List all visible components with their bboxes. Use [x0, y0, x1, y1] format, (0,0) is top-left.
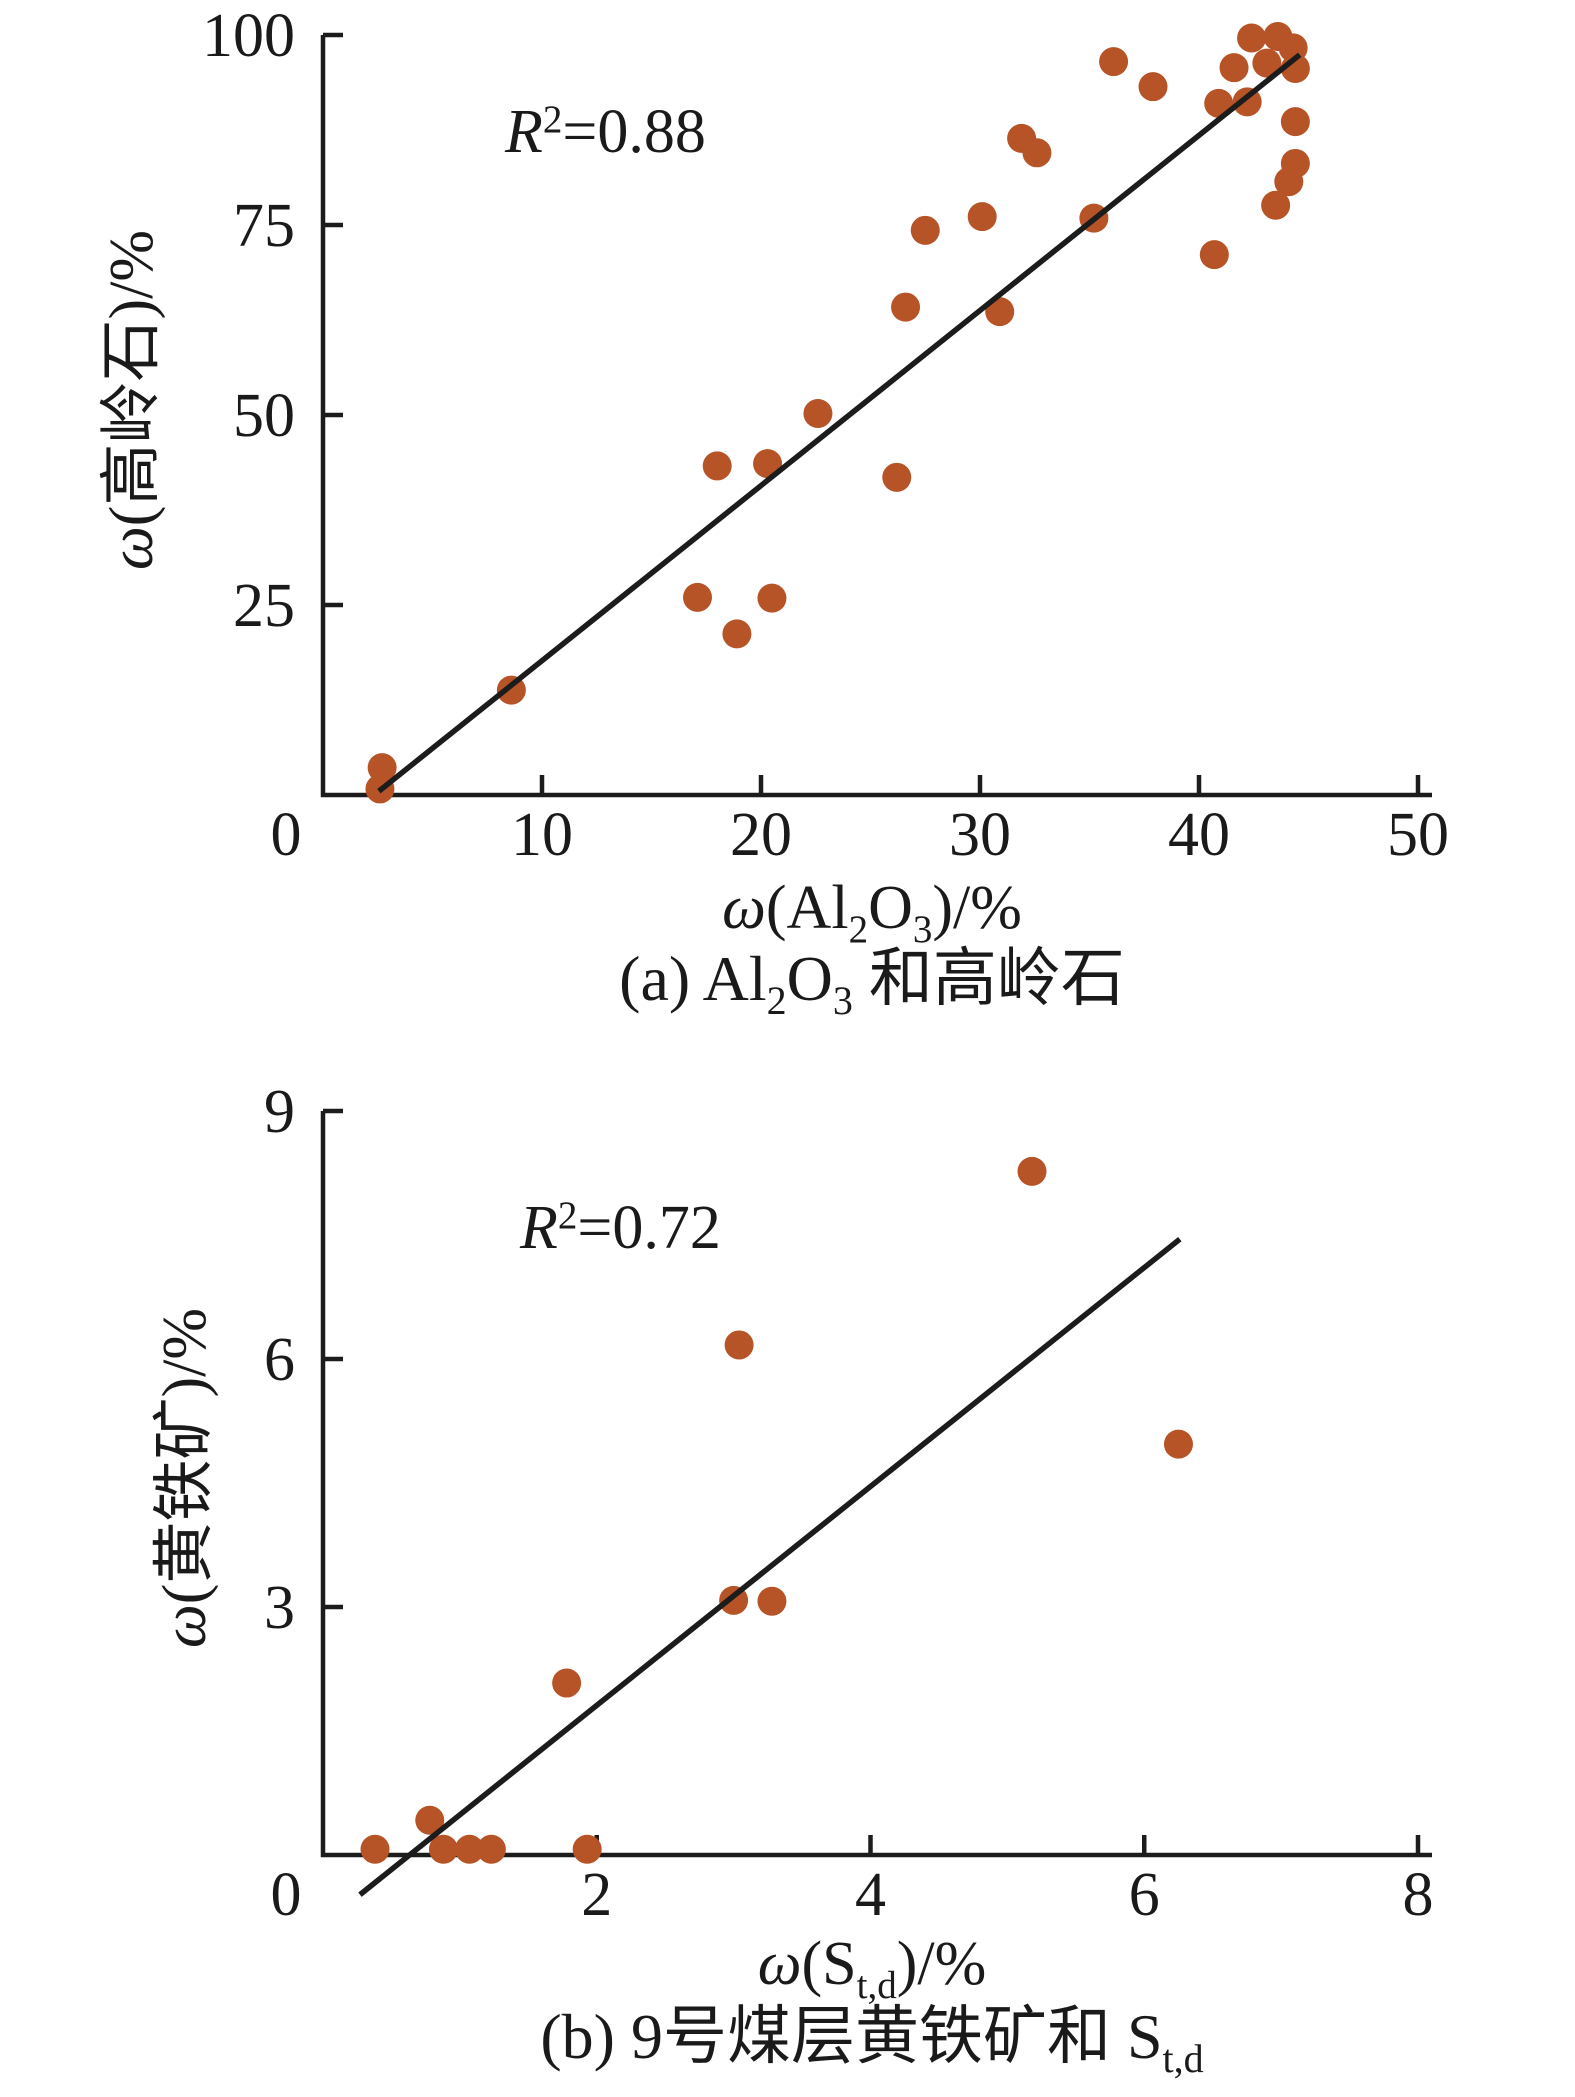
chart-a-data-point	[967, 202, 997, 232]
chart-b-data-point	[415, 1805, 445, 1835]
chart-a-data-point	[722, 619, 752, 649]
chart-b-trend-line	[358, 1236, 1182, 1897]
chart-a-data-point	[753, 449, 783, 479]
chart-a-x-axis-title-part: 2	[849, 908, 869, 951]
chart-b-data-point	[476, 1834, 506, 1864]
chart-a-x-axis-title: ω(Al2O3)/%	[722, 874, 1022, 951]
chart-b-data-point	[1163, 1429, 1193, 1459]
chart-a-data-point	[1219, 53, 1249, 83]
chart-b-x-axis-title-part: ω	[758, 1930, 802, 1998]
chart-a-x-axis-title-part: ω	[722, 874, 766, 942]
chart-a-data-point	[1237, 23, 1267, 53]
chart-b-x-axis-title: ω(St,d)/%	[758, 1930, 987, 2007]
chart-a-x-tick-label: 0	[271, 801, 302, 869]
chart-a-data-point	[1138, 72, 1168, 102]
chart-b-caption-part: (b) 9号煤层黄铁矿和 S	[540, 2001, 1162, 2072]
chart-a-caption: (a) Al2O3 和高岭石	[619, 943, 1125, 1023]
chart-a-x-axis-title-part: (Al	[766, 874, 849, 942]
chart-a-data-point	[891, 292, 921, 322]
chart-b-y-tick-label: 9	[264, 1078, 295, 1146]
chart-b-caption: (b) 9号煤层黄铁矿和 St,d	[540, 2001, 1203, 2081]
chart-b-x-tick-label: 6	[1129, 1861, 1160, 1929]
chart-a-x-axis-title-part: 3	[913, 908, 933, 951]
chart-a-data-point	[1280, 107, 1310, 137]
chart-b-y-axis-title: ω(黄铁矿)/%	[151, 1308, 219, 1648]
chart-a-y-axis-title-part: ω	[98, 526, 166, 570]
chart-b-data-point	[572, 1834, 602, 1864]
chart-a-data-point	[1252, 48, 1282, 78]
chart-a-data-point	[1199, 240, 1229, 270]
chart-b-x-tick-label: 2	[581, 1861, 612, 1929]
chart-a-x-axis-title-part: O	[868, 874, 913, 942]
chart-a-caption-part: (a) Al	[619, 943, 767, 1014]
chart-a-caption-part: 3	[833, 978, 853, 1023]
chart-b-data-point	[454, 1834, 484, 1864]
chart-b-y-axis-title-part: ω	[151, 1604, 219, 1648]
chart-b-x-tick-label: 4	[855, 1861, 886, 1929]
chart-a-y-axis-title: ω(高岭石)/%	[98, 230, 166, 570]
chart-a-y-tick-label: 100	[202, 2, 295, 70]
chart-a-y-tick-label: 75	[233, 192, 295, 260]
chart-a-data-point	[1099, 47, 1129, 77]
chart-b-data-point	[552, 1668, 582, 1698]
chart-a-data-point	[682, 582, 712, 612]
chart-a-data-point	[910, 215, 940, 245]
chart-b-x-axis-title-part: )/%	[897, 1930, 987, 1998]
chart-b-x-tick-label: 8	[1403, 1861, 1434, 1929]
chart-b-data-point	[1017, 1156, 1047, 1186]
chart-a-r2-label-part: R	[504, 98, 543, 166]
chart-a-data-point	[882, 462, 912, 492]
chart-a-caption-part: 2	[767, 978, 787, 1023]
chart-b-r2-label-part: R	[519, 1194, 558, 1262]
chart-a-trend-line	[377, 52, 1302, 794]
chart-a-x-tick-label: 40	[1168, 801, 1230, 869]
chart-b-y-tick-label: 3	[264, 1574, 295, 1642]
chart-b-x-tick-label: 0	[271, 1861, 302, 1929]
chart-b-data-point	[360, 1834, 390, 1864]
chart-a-y-axis-title-part: (高岭石)/%	[98, 230, 166, 526]
chart-a-y-tick-label: 25	[233, 572, 295, 640]
chart-a-r2-label: R2=0.88	[504, 98, 706, 166]
chart-a-x-tick-label: 20	[730, 801, 792, 869]
chart-b-r2-label-part: 2	[558, 1194, 578, 1237]
chart-b-data-point	[428, 1834, 458, 1864]
chart-a-data-point	[1232, 87, 1262, 117]
chart-a-data-point	[367, 753, 397, 783]
chart-a-data-point	[702, 451, 732, 481]
chart-b-y-axis-title-part: (黄铁矿)/%	[151, 1308, 219, 1604]
chart-b-x-axis-title-part: (S	[802, 1930, 857, 1998]
chart-a-r2-label-part: =0.88	[562, 98, 705, 166]
chart-b-r2-label: R2=0.72	[519, 1194, 721, 1262]
chart-b-data-point	[757, 1586, 787, 1616]
chart-a-x-tick-label: 50	[1387, 801, 1449, 869]
chart-a-caption-part: 和高岭石	[853, 943, 1125, 1014]
chart-b-y-tick-label: 6	[264, 1326, 295, 1394]
chart-b-data-point	[724, 1330, 754, 1360]
chart-a-data-point	[803, 398, 833, 428]
chart-a-data-point	[985, 297, 1015, 327]
chart-a-x-tick-label: 10	[511, 801, 573, 869]
chart-b-r2-label-part: =0.72	[577, 1194, 720, 1262]
chart-a-r2-label-part: 2	[543, 98, 563, 141]
chart-b-x-axis-title-part: t,d	[857, 1964, 898, 2007]
chart-a-data-point	[1274, 167, 1304, 197]
chart-a-axis	[320, 35, 1432, 798]
chart-a-x-tick-label: 30	[949, 801, 1011, 869]
chart-a-data-point	[1261, 190, 1291, 220]
chart-a-data-point	[757, 583, 787, 613]
chart-a-x-axis-title-part: )/%	[932, 874, 1022, 942]
chart-a-y-tick-label: 50	[233, 382, 295, 450]
chart-a-caption-part: O	[787, 943, 833, 1014]
chart-b-caption-part: t,d	[1163, 2036, 1204, 2081]
chart-a-data-point	[1022, 138, 1052, 168]
